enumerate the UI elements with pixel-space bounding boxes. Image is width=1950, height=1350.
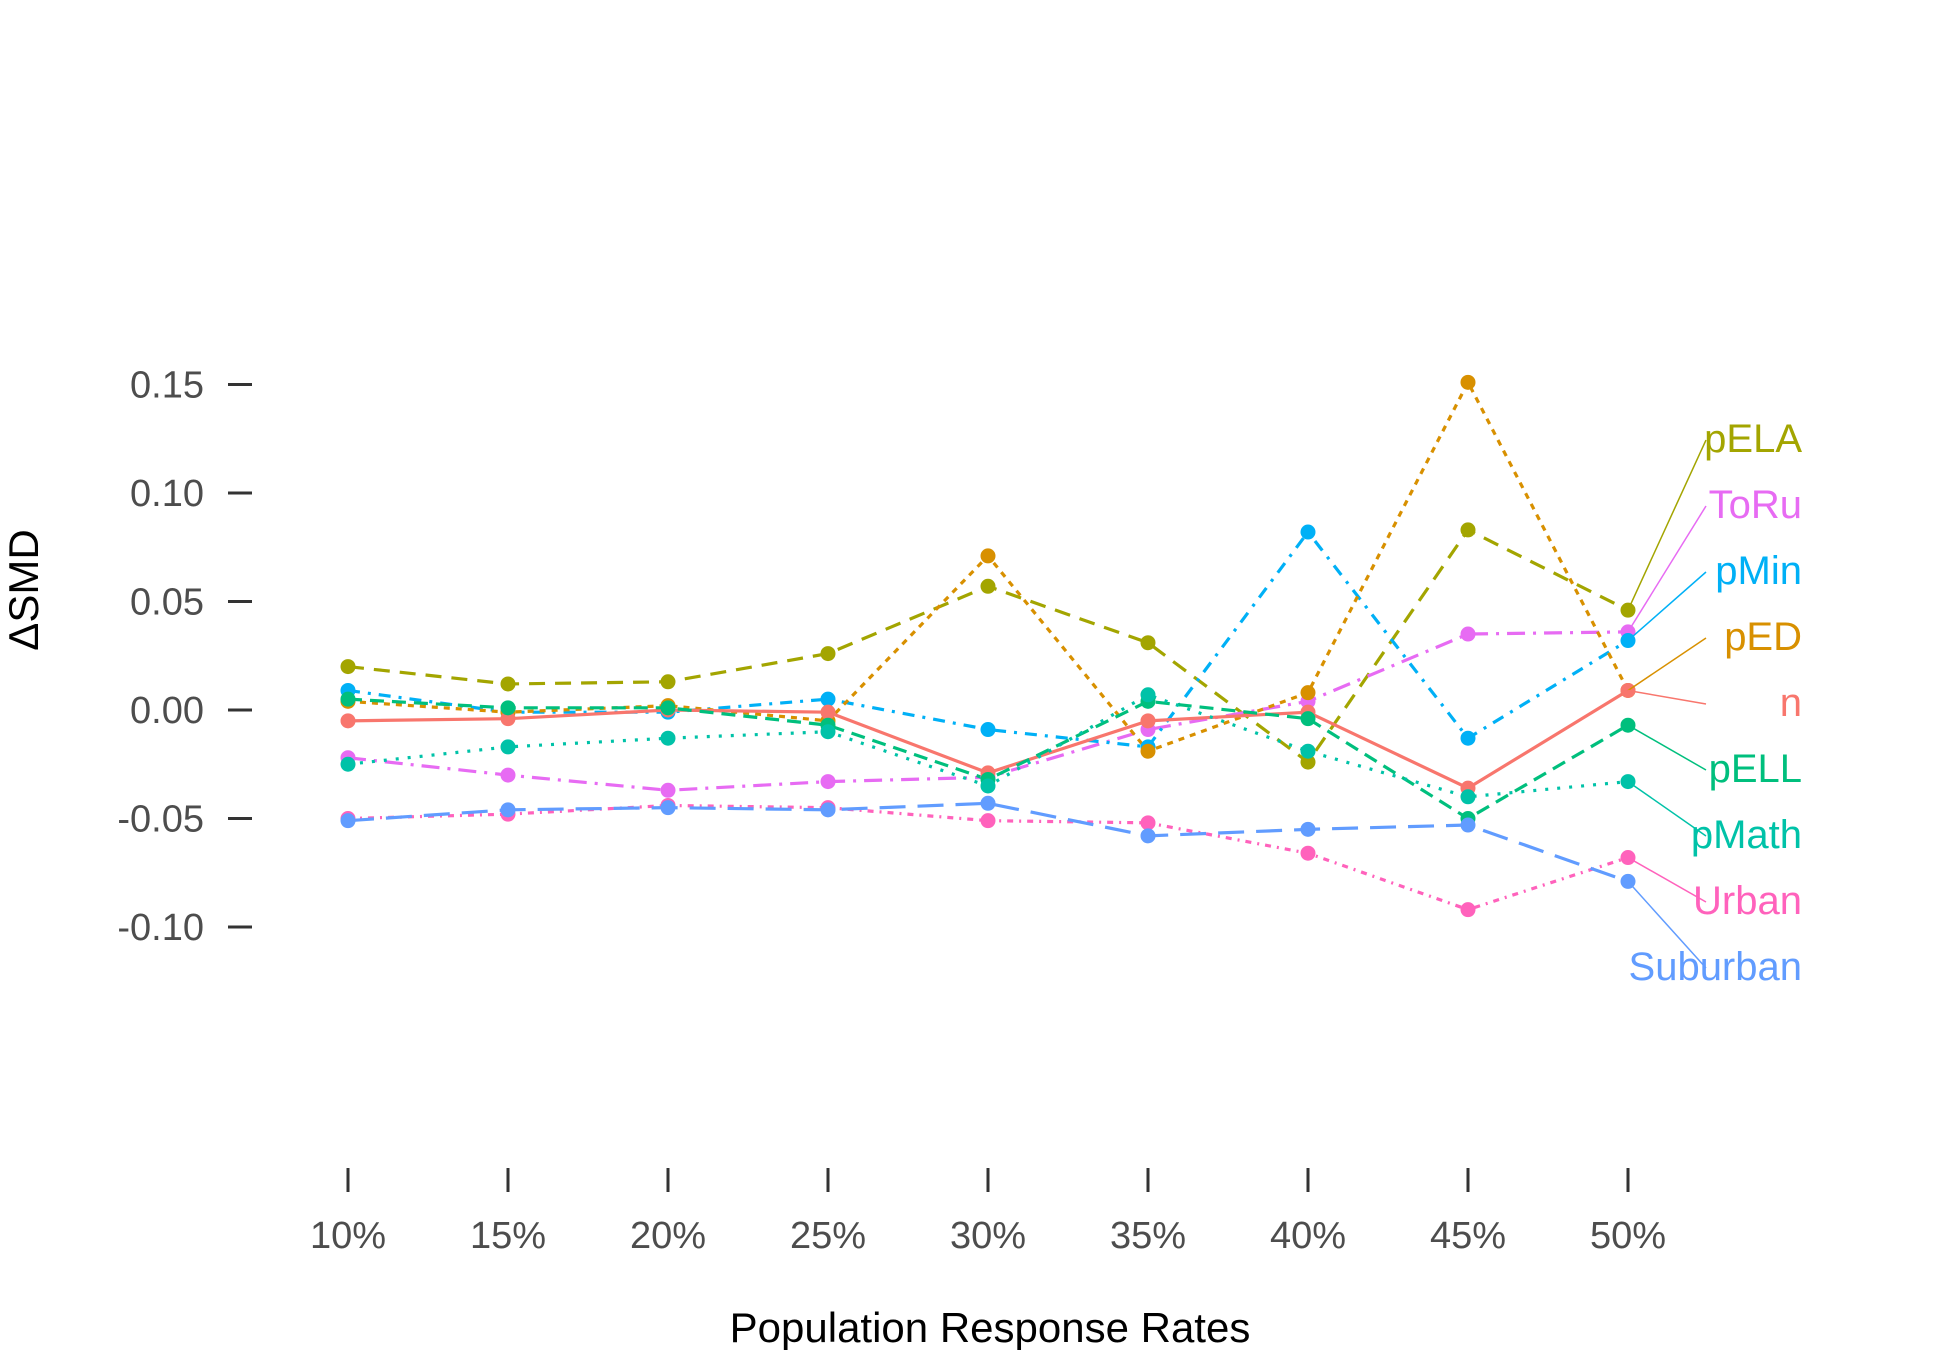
data-point-suburban (1460, 817, 1476, 833)
series-label-pmath: pMath (1691, 813, 1802, 857)
series-label-pell: pELL (1709, 747, 1802, 791)
data-point-suburban (500, 802, 516, 818)
series-label-urban: Urban (1693, 879, 1802, 923)
y-tick-label: 0.15 (130, 365, 204, 407)
x-tick-label: 35% (1110, 1215, 1186, 1257)
data-point-n (340, 713, 356, 729)
leader-line-urban (1627, 856, 1707, 903)
data-point-urban (980, 813, 996, 829)
series-label-pmin: pMin (1715, 549, 1802, 593)
series-lines (347, 380, 1630, 912)
x-tick-label: 40% (1270, 1215, 1346, 1257)
data-point-toru (660, 782, 676, 798)
series-label-pela: pELA (1704, 417, 1802, 461)
data-point-pmath (980, 778, 996, 794)
data-point-pmath (340, 756, 356, 772)
y-axis: 0.15 0.10 0.05 0.00 -0.05 -0.10 (117, 365, 252, 949)
leader-line-pela (1627, 439, 1707, 611)
leader-line-suburban (1627, 880, 1707, 969)
y-axis-title: ΔSMD (0, 529, 47, 650)
data-point-n (500, 711, 516, 727)
data-point-pela (1300, 754, 1316, 770)
leader-line-ped (1627, 637, 1707, 692)
series-line-suburban (347, 801, 1629, 883)
series-label-ped: pED (1724, 615, 1802, 659)
data-point-pmath (660, 730, 676, 746)
data-point-pmin (1460, 730, 1476, 746)
leader-line-pell (1627, 724, 1707, 771)
leader-line-pmath (1627, 780, 1707, 837)
x-tick-label: 15% (470, 1215, 546, 1257)
data-point-ped (1140, 743, 1156, 759)
data-point-pela (660, 674, 676, 690)
data-point-suburban (1300, 821, 1316, 837)
series-labels: pELA ToRu pMin pED n pELL pMath Urban Suburban (1627, 417, 1802, 989)
data-point-pela (340, 659, 356, 675)
data-point-pmin (980, 722, 996, 738)
data-point-suburban (820, 802, 836, 818)
x-tick-label: 45% (1430, 1215, 1506, 1257)
data-point-pell (340, 691, 356, 707)
data-point-suburban (980, 795, 996, 811)
data-point-pmin (820, 691, 836, 707)
x-tick-label: 30% (950, 1215, 1026, 1257)
data-point-pmath (1300, 743, 1316, 759)
data-point-suburban (1140, 828, 1156, 844)
data-point-toru (820, 774, 836, 790)
data-point-pmath (500, 739, 516, 755)
data-point-pmath (1140, 687, 1156, 703)
data-point-pmin (1300, 524, 1316, 540)
data-point-ped (980, 548, 996, 564)
data-point-pela (1140, 635, 1156, 651)
leader-line-pmin (1627, 571, 1707, 642)
series-line-pmin (347, 530, 1629, 749)
data-point-toru (500, 767, 516, 783)
series-label-toru: ToRu (1709, 483, 1802, 527)
series-label-suburban: Suburban (1629, 945, 1802, 989)
y-tick-label: -0.10 (117, 907, 204, 949)
data-point-pela (820, 646, 836, 662)
data-point-urban (1140, 815, 1156, 831)
data-point-pell (1300, 711, 1316, 727)
x-tick-label: 20% (630, 1215, 706, 1257)
x-tick-label: 50% (1590, 1215, 1666, 1257)
data-point-urban (1300, 845, 1316, 861)
x-tick-label: 10% (310, 1215, 386, 1257)
data-point-n (1140, 713, 1156, 729)
data-point-ped (1460, 374, 1476, 390)
x-tick-label: 25% (790, 1215, 866, 1257)
x-axis: 10% 15% 20% 25% 30% 35% 40% 45% 50% (310, 1168, 1666, 1257)
data-point-pela (500, 676, 516, 692)
leader-line-n (1627, 689, 1707, 705)
leader-line-toru (1627, 505, 1707, 633)
data-point-pmath (1460, 789, 1476, 805)
y-tick-label: 0.00 (130, 690, 204, 732)
data-point-urban (1460, 902, 1476, 918)
series-label-n: n (1780, 681, 1802, 725)
y-tick-label: 0.10 (130, 473, 204, 515)
data-point-pell (500, 700, 516, 716)
data-point-pmath (820, 724, 836, 740)
data-point-toru (1460, 626, 1476, 642)
x-axis-title: Population Response Rates (730, 1304, 1251, 1350)
data-point-n (820, 704, 836, 720)
y-tick-label: -0.05 (117, 799, 204, 841)
data-point-suburban (340, 813, 356, 829)
data-point-ped (1300, 685, 1316, 701)
data-point-pela (1460, 522, 1476, 538)
data-point-suburban (660, 800, 676, 816)
y-tick-label: 0.05 (130, 582, 204, 624)
data-point-pela (980, 578, 996, 594)
data-point-pell (660, 700, 676, 716)
